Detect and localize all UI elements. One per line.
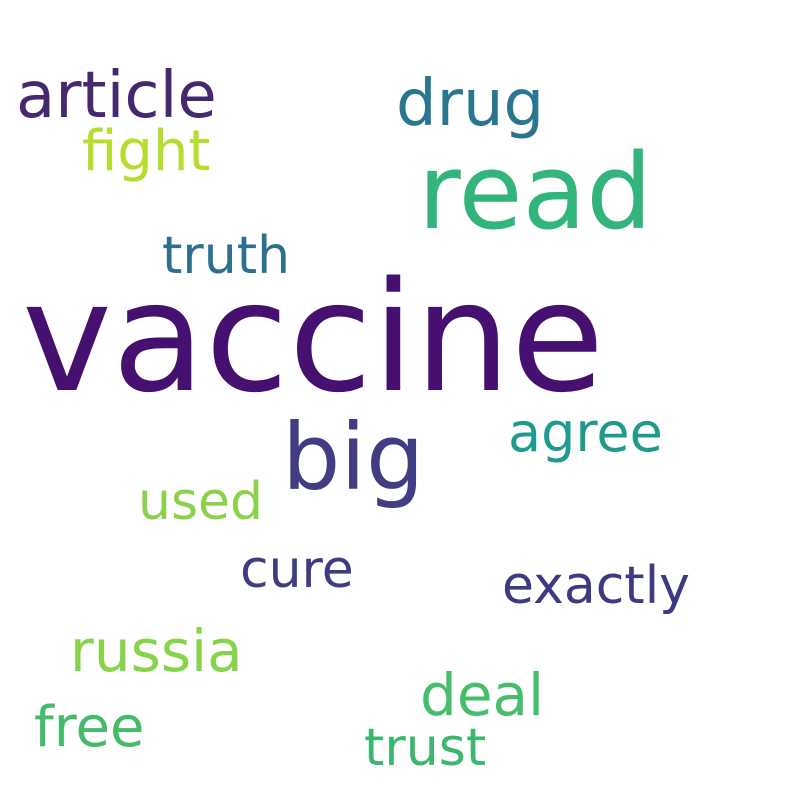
word-article: article bbox=[16, 59, 217, 133]
word-exactly: exactly bbox=[502, 556, 690, 616]
word-deal: deal bbox=[420, 661, 545, 729]
word-used: used bbox=[138, 472, 264, 532]
word-fight: fight bbox=[82, 119, 211, 184]
word-truth: truth bbox=[162, 226, 291, 286]
word-cure: cure bbox=[240, 540, 354, 600]
word-trust: trust bbox=[364, 718, 487, 778]
word-drug: drug bbox=[396, 67, 545, 141]
word-big: big bbox=[282, 404, 425, 511]
word-agree: agree bbox=[508, 401, 663, 464]
word-read: read bbox=[418, 131, 653, 253]
word-russia: russia bbox=[70, 617, 243, 685]
word-vaccine: vaccine bbox=[22, 249, 605, 426]
word-free: free bbox=[34, 695, 145, 760]
